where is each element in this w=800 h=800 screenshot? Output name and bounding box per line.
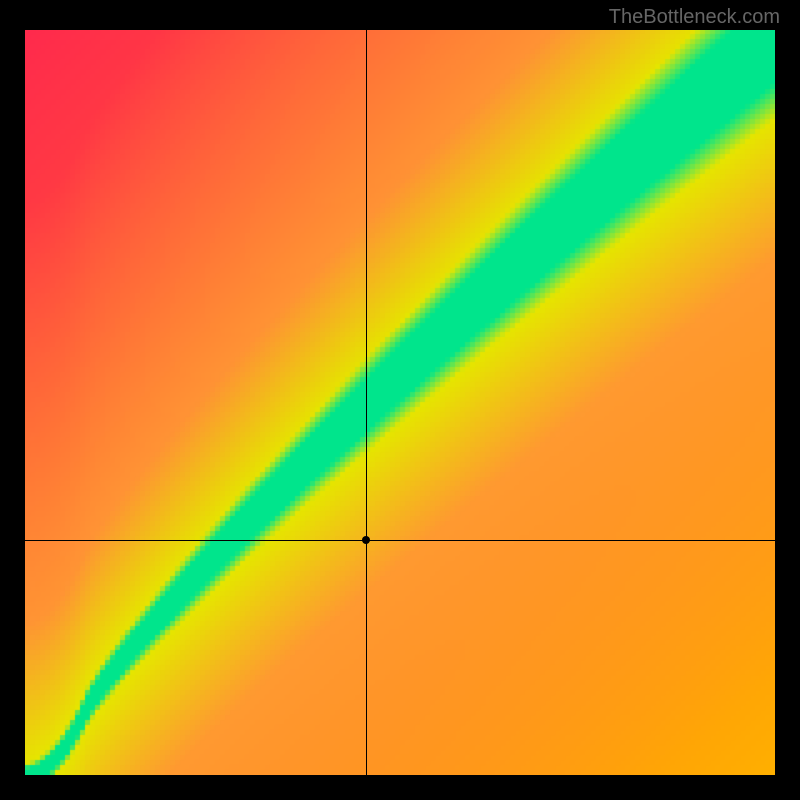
heatmap-canvas xyxy=(25,30,775,775)
crosshair-marker xyxy=(362,536,370,544)
plot-area xyxy=(25,30,775,775)
watermark-text: TheBottleneck.com xyxy=(609,6,780,29)
crosshair-horizontal xyxy=(25,540,775,541)
chart-container: TheBottleneck.com xyxy=(0,0,800,800)
crosshair-vertical xyxy=(366,30,367,775)
